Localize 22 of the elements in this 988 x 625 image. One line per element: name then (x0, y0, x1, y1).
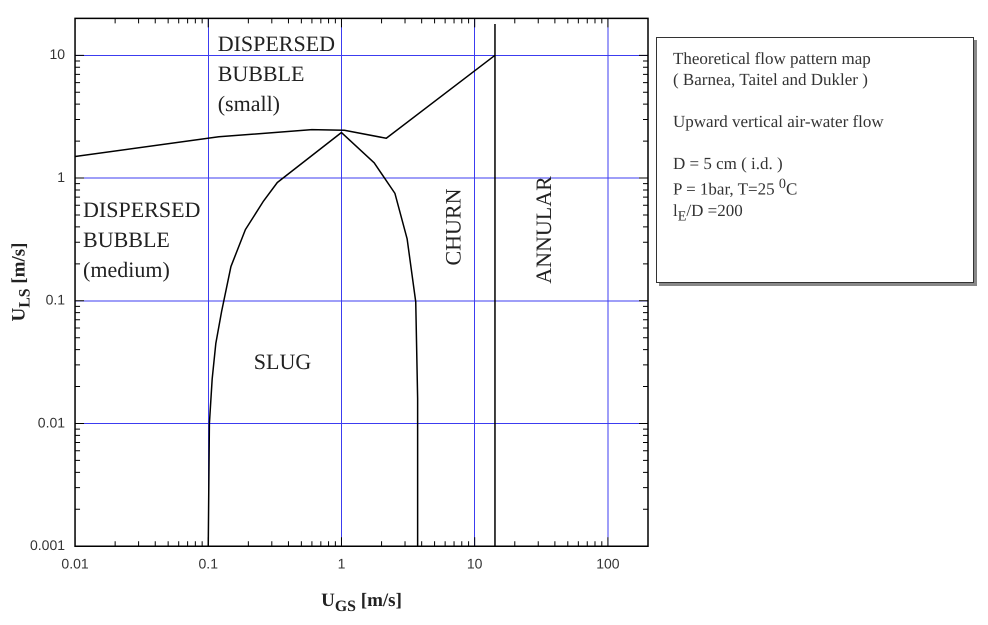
y-tick-label: 0.1 (46, 292, 66, 308)
y-tick-label: 10 (49, 46, 66, 62)
x-tick-label: 10 (466, 555, 483, 572)
annotation: DISPERSED BUBBLE (small) (218, 30, 336, 118)
annotation: SLUG (254, 348, 312, 376)
annotation: ANNULAR (530, 176, 556, 284)
annotation: CHURN (440, 188, 467, 266)
text: D = 5 cm ( i.d. ) (673, 153, 784, 174)
text: l$_{E}$/D =200 (673, 200, 744, 226)
annotation: DISPERSED BUBBLE (medium) (83, 196, 200, 284)
x-tick-label: 0.1 (198, 555, 218, 572)
x-tick-label: 1 (338, 555, 346, 572)
x-axis-title: U$_{GS}$ [m/s] (321, 590, 402, 616)
text: Upward vertical air-water flow (673, 111, 885, 132)
y-tick-label: 1 (57, 168, 66, 185)
y-tick-label: 0.001 (30, 537, 66, 554)
text: Theoretical flow pattern map (673, 48, 872, 69)
x-tick-label: 100 (596, 555, 620, 572)
y-tick-label: 0.01 (38, 414, 66, 430)
text: ( Barnea, Taitel and Dukler ) (673, 69, 869, 90)
text: P = 1bar, T=25 $^{0}$C (673, 175, 798, 200)
x-tick-label: 0.01 (61, 555, 89, 572)
